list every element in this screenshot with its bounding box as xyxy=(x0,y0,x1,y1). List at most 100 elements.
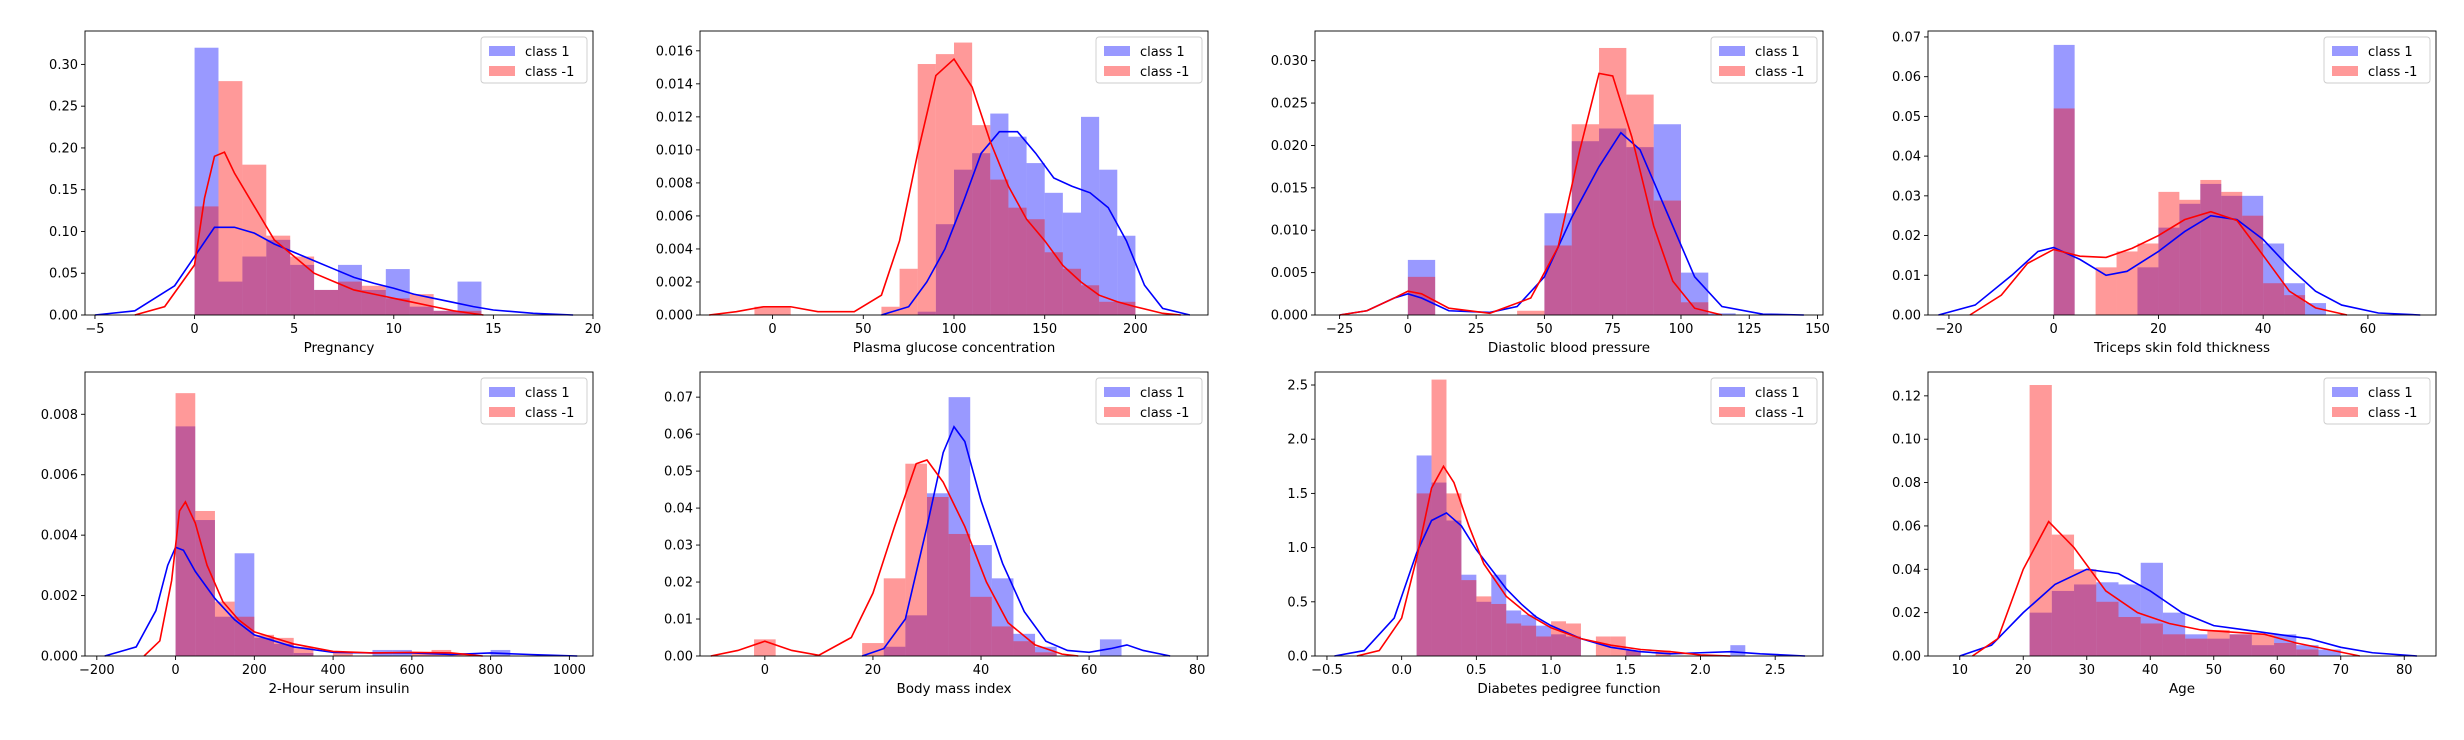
bar-class-neg1 xyxy=(1461,580,1477,656)
x-axis-label: Plasma glucose concentration xyxy=(853,340,1056,356)
legend-label: class 1 xyxy=(1140,386,1185,401)
bar-class-neg1 xyxy=(917,64,936,316)
bar-class-1 xyxy=(290,264,315,315)
x-tick-label: 0 xyxy=(190,322,198,337)
y-tick-label: 0.04 xyxy=(1892,150,1921,165)
x-tick-label: 80 xyxy=(2396,663,2413,678)
bar-class-1 xyxy=(1653,124,1681,315)
kde-line-class-1 xyxy=(94,226,574,316)
bar-class-1 xyxy=(2296,645,2319,656)
bar-class-1 xyxy=(1566,636,1581,656)
legend-box xyxy=(1710,36,1818,84)
y-tick-label: 0.002 xyxy=(41,589,78,604)
y-tick-label: 0.002 xyxy=(656,275,693,290)
bar-class-1 xyxy=(409,306,434,315)
y-tick-label: 0.010 xyxy=(1271,224,1308,239)
bar-class-neg1 xyxy=(1008,207,1027,315)
x-tick-label: 0 xyxy=(2050,322,2058,337)
x-tick-label: 15 xyxy=(485,322,502,337)
y-tick-label: 0.06 xyxy=(1892,519,1921,534)
axes-frame xyxy=(1927,371,2437,657)
legend-swatch-class-1 xyxy=(489,387,515,397)
bar-class-neg1 xyxy=(972,125,991,316)
legend-box xyxy=(1710,377,1818,425)
x-axis-label: Body mass index xyxy=(896,681,1011,697)
bar-class-1 xyxy=(2305,303,2327,315)
bar-class-1 xyxy=(1521,614,1537,656)
bar-class-1 xyxy=(1062,212,1081,315)
kde-line-class-neg1 xyxy=(1356,464,1731,657)
x-tick-label: 60 xyxy=(2360,322,2377,337)
legend-swatch-class-1 xyxy=(1719,46,1745,56)
bar-class-1 xyxy=(2274,634,2297,656)
y-tick-label: 0.006 xyxy=(656,209,693,224)
bar-class-1 xyxy=(972,153,991,315)
subplot: −0.5 0.0 0.5 1.0 1.5 2.0 2.50.00.51.01.52.02.5… xyxy=(1287,371,1824,697)
axes-frame xyxy=(699,371,1209,657)
bar-class-1 xyxy=(254,637,275,656)
y-tick-label: 0.15 xyxy=(49,183,78,198)
x-tick-label: 0 xyxy=(761,663,769,678)
bar-class-1 xyxy=(954,169,973,315)
x-tick-label: −0.5 xyxy=(1311,663,1343,678)
legend-swatch-class-neg1 xyxy=(1104,66,1130,76)
y-tick-label: 0.01 xyxy=(1892,269,1921,284)
bar-class-1 xyxy=(2185,634,2208,656)
x-tick-label: 10 xyxy=(386,322,403,337)
bar-class-1 xyxy=(1008,136,1027,315)
legend-swatch-class-1 xyxy=(1719,387,1745,397)
y-tick-label: 0.05 xyxy=(664,465,693,480)
bar-class-1 xyxy=(361,289,386,315)
x-tick-label: 60 xyxy=(2269,663,2286,678)
y-tick-label: 0.5 xyxy=(1287,595,1308,610)
legend-label: class -1 xyxy=(525,406,574,421)
bar-class-neg1 xyxy=(2296,649,2319,656)
bar-class-neg1 xyxy=(195,510,215,656)
bar-class-neg1 xyxy=(1099,301,1118,315)
legend-box xyxy=(480,36,588,84)
legend: class 1 class -1 xyxy=(1095,377,1203,425)
bar-class-neg1 xyxy=(754,306,791,315)
bar-class-neg1 xyxy=(333,652,353,656)
bar-class-neg1 xyxy=(1446,493,1462,656)
kde-line-class-neg1 xyxy=(134,151,484,316)
legend-box xyxy=(1095,377,1203,425)
x-tick-label: 70 xyxy=(2332,663,2349,678)
bar-class-1 xyxy=(1117,235,1136,315)
bar-class-1 xyxy=(1026,163,1045,315)
x-tick-label: 25 xyxy=(1468,322,1485,337)
bar-class-neg1 xyxy=(2179,199,2201,315)
y-tick-label: 0.00 xyxy=(49,309,78,324)
bar-class-neg1 xyxy=(1595,636,1611,656)
x-tick-label: 20 xyxy=(2015,663,2032,678)
x-tick-label: 20 xyxy=(865,663,882,678)
bar-class-neg1 xyxy=(862,643,884,656)
bar-class-neg1 xyxy=(990,179,1009,315)
bar-class-1 xyxy=(991,578,1014,656)
bar-class-1 xyxy=(1035,646,1057,656)
x-tick-label: 800 xyxy=(478,663,503,678)
y-tick-label: 0.05 xyxy=(1892,110,1921,125)
kde-line-class-neg1 xyxy=(708,57,1181,316)
bar-class-neg1 xyxy=(1431,379,1447,656)
x-tick-label: 75 xyxy=(1604,322,1621,337)
bar-class-neg1 xyxy=(954,42,973,316)
bar-class-1 xyxy=(2318,649,2341,656)
legend-label: class 1 xyxy=(525,45,570,60)
legend-swatch-class-neg1 xyxy=(2332,407,2358,417)
y-tick-label: 0.02 xyxy=(1892,606,1921,621)
y-tick-label: 0.010 xyxy=(656,143,693,158)
bar-class-1 xyxy=(926,493,949,656)
legend-swatch-class-1 xyxy=(489,46,515,56)
bar-class-neg1 xyxy=(338,281,362,315)
bar-class-1 xyxy=(1407,259,1436,315)
bar-class-1 xyxy=(2140,562,2163,656)
x-tick-label: −25 xyxy=(1326,322,1353,337)
bar-class-1 xyxy=(990,113,1009,315)
bar-class-neg1 xyxy=(314,289,339,315)
y-tick-label: 0.10 xyxy=(1892,433,1921,448)
x-tick-label: 1000 xyxy=(553,663,586,678)
bar-class-neg1 xyxy=(1081,285,1100,315)
bar-class-1 xyxy=(433,310,458,315)
bar-class-1 xyxy=(2118,584,2141,656)
